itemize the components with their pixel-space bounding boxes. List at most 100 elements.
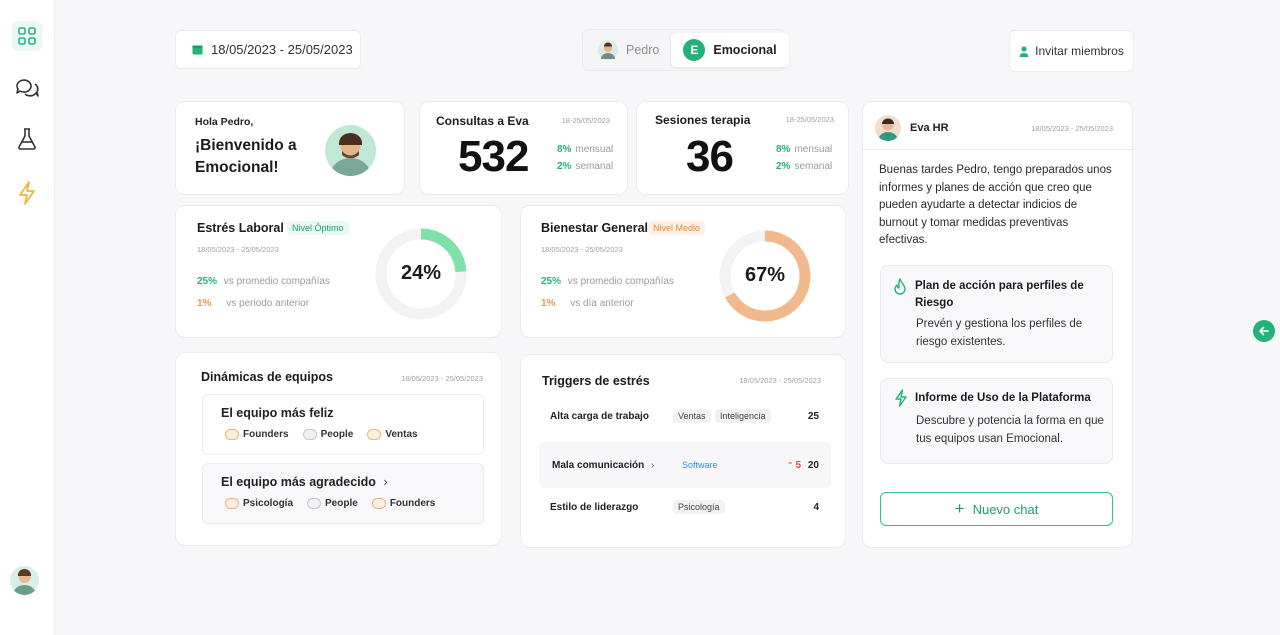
consultas-monthly-label: mensual (575, 144, 614, 155)
team-tag-label: People (320, 429, 354, 440)
team-tag-label: Founders (243, 429, 289, 440)
dinamicas-title: Dinámicas de equipos (201, 370, 333, 384)
new-chat-button[interactable]: + Nuevo chat (880, 492, 1113, 526)
estres-pct-2: 1% (197, 298, 212, 309)
welcome-line-1: ¡Bienvenido a (195, 137, 297, 154)
consultas-title: Consultas a Eva (436, 114, 529, 128)
trigger-name: Mala comunicación (552, 459, 645, 471)
date-range-picker[interactable]: 18/05/2023 - 25/05/2023 (175, 30, 361, 69)
welcome-line-2: Emocional! (195, 159, 279, 176)
sesiones-weekly-pct: 2% (776, 161, 791, 172)
estres-label-2: vs periodo anterior (226, 298, 310, 309)
switch-org-emocional[interactable]: E Emocional (671, 33, 789, 67)
eva-date: 18/05/2023 - 25/05/2023 (1031, 124, 1113, 133)
estres-gauge (375, 228, 467, 320)
eva-chat-panel: Eva HR 18/05/2023 - 25/05/2023 Buenas ta… (862, 101, 1133, 548)
calendar-icon (192, 45, 203, 55)
triggers-title: Triggers de estrés (542, 374, 650, 388)
plan-accion-desc: Prevén y gestiona los perfiles de riesgo… (916, 318, 1083, 348)
eva-name: Eva HR (910, 122, 949, 134)
sesiones-date: 18-25/05/2023 (785, 115, 834, 124)
grateful-team-box[interactable]: El equipo más agradecido › Psicología Pe… (202, 463, 484, 524)
team-tag-label: Psicología (243, 498, 294, 509)
happiest-team-title: El equipo más feliz (221, 406, 334, 420)
dashboard-icon[interactable] (12, 21, 42, 51)
switch-user-pedro[interactable]: Pedro (586, 33, 671, 67)
chevron-right-icon: › (383, 475, 388, 489)
arrow-left-icon (1259, 326, 1269, 336)
sesiones-value: 36 (686, 132, 734, 181)
team-tag: Psicología (225, 498, 293, 509)
plan-accion-title: Plan de acción para perfiles de Riesgo (915, 280, 1084, 309)
trigger-row[interactable]: Mala comunicación › Software ⌃ 5 20 (539, 442, 831, 488)
team-tag: People (302, 429, 354, 440)
user-icon (1019, 45, 1029, 57)
bienestar-label-1: vs promedio compañías (567, 276, 674, 287)
trigger-up-value: 5 (795, 459, 801, 471)
bienestar-title: Bienestar General (541, 221, 648, 235)
pedro-avatar (598, 40, 618, 60)
chat-bubbles-icon[interactable] (12, 73, 42, 103)
team-tag-label: People (325, 498, 358, 509)
estres-label-1: vs promedio compañías (223, 276, 330, 287)
trigger-name: Estilo de liderazgo (550, 501, 639, 513)
flask-icon[interactable] (12, 124, 42, 154)
welcome-card: Hola Pedro, ¡Bienvenido a Emocional! (175, 101, 405, 195)
bienestar-badge: Nivel Medio (648, 221, 706, 235)
trigger-name: Alta carga de trabajo (550, 410, 649, 422)
triggers-date: 18/05/2023 - 25/05/2023 (739, 376, 821, 385)
chevron-right-icon: › (651, 459, 655, 471)
consultas-weekly-label: semanal (575, 161, 614, 172)
sesiones-weekly-label: semanal (794, 161, 833, 172)
bienestar-pct-2: 1% (541, 298, 556, 309)
invite-members-button[interactable]: Invitar miembros (1009, 30, 1134, 72)
collapse-panel-button[interactable] (1253, 320, 1275, 342)
bienestar-date: 18/05/2023 - 25/05/2023 (541, 245, 623, 254)
trigger-tag: Psicología (673, 500, 725, 514)
trigger-tag: Software (682, 460, 718, 470)
bienestar-gauge-label: 67% (744, 264, 786, 286)
consultas-value: 532 (458, 132, 529, 181)
brain-icon (225, 498, 239, 509)
consultas-date: 18-25/05/2023 (561, 116, 610, 125)
trigger-row[interactable]: Alta carga de trabajo Ventas Inteligenci… (539, 393, 831, 439)
flame-icon (894, 278, 906, 295)
brain-icon (302, 429, 317, 440)
invite-label: Invitar miembros (1035, 44, 1124, 58)
grateful-team-title: El equipo más agradecido (221, 475, 376, 489)
triggers-card: Triggers de estrés 18/05/2023 - 25/05/20… (520, 354, 846, 548)
sesiones-monthly-pct: 8% (776, 144, 791, 155)
switch-org-label: Emocional (713, 43, 777, 57)
brain-icon (225, 429, 239, 440)
estres-date: 18/05/2023 - 25/05/2023 (197, 245, 279, 254)
bienestar-label-2: vs día anterior (570, 298, 634, 309)
brain-icon (307, 498, 322, 509)
consultas-card: Consultas a Eva 18-25/05/2023 532 8% mens… (419, 101, 628, 195)
estres-card: Estrés Laboral Nivel Óptimo 18/05/2023 -… (175, 205, 502, 338)
dinamicas-card: Dinámicas de equipos 18/05/2023 - 25/05/… (175, 352, 502, 546)
team-tag-label: Ventas (385, 429, 418, 440)
estres-title: Estrés Laboral (197, 221, 284, 235)
lightning-icon[interactable] (12, 178, 42, 208)
welcome-greeting: Hola Pedro, (195, 116, 254, 128)
plan-accion-card[interactable]: Plan de acción para perfiles de Riesgo P… (880, 265, 1113, 363)
switch-user-label: Pedro (626, 43, 660, 57)
sesiones-title: Sesiones terapia (655, 113, 751, 127)
eva-avatar (875, 115, 901, 141)
eva-message: Buenas tardes Pedro, tengo preparados un… (879, 164, 1112, 246)
trigger-count: 25 (807, 410, 819, 422)
bienestar-gauge (719, 230, 811, 322)
arrow-up-icon: ⌃ (786, 460, 794, 470)
plus-icon: + (954, 499, 965, 518)
informe-uso-card[interactable]: Informe de Uso de la Plataforma Descubre… (880, 378, 1113, 464)
team-tag: People (307, 498, 358, 509)
trigger-row[interactable]: Estilo de liderazgo Psicología 4 (539, 484, 831, 530)
informe-uso-title: Informe de Uso de la Plataforma (915, 392, 1091, 404)
consultas-weekly-pct: 2% (557, 161, 572, 172)
happiest-team-box[interactable]: El equipo más feliz Founders People Vent… (202, 394, 484, 455)
org-initial-badge: E (683, 39, 706, 61)
informe-uso-desc: Descubre y potencia la forma en que tus … (916, 415, 1104, 445)
estres-gauge-label: 24% (400, 262, 442, 284)
user-avatar[interactable] (10, 566, 39, 595)
eva-chat-header: Eva HR 18/05/2023 - 25/05/2023 (863, 102, 1132, 150)
